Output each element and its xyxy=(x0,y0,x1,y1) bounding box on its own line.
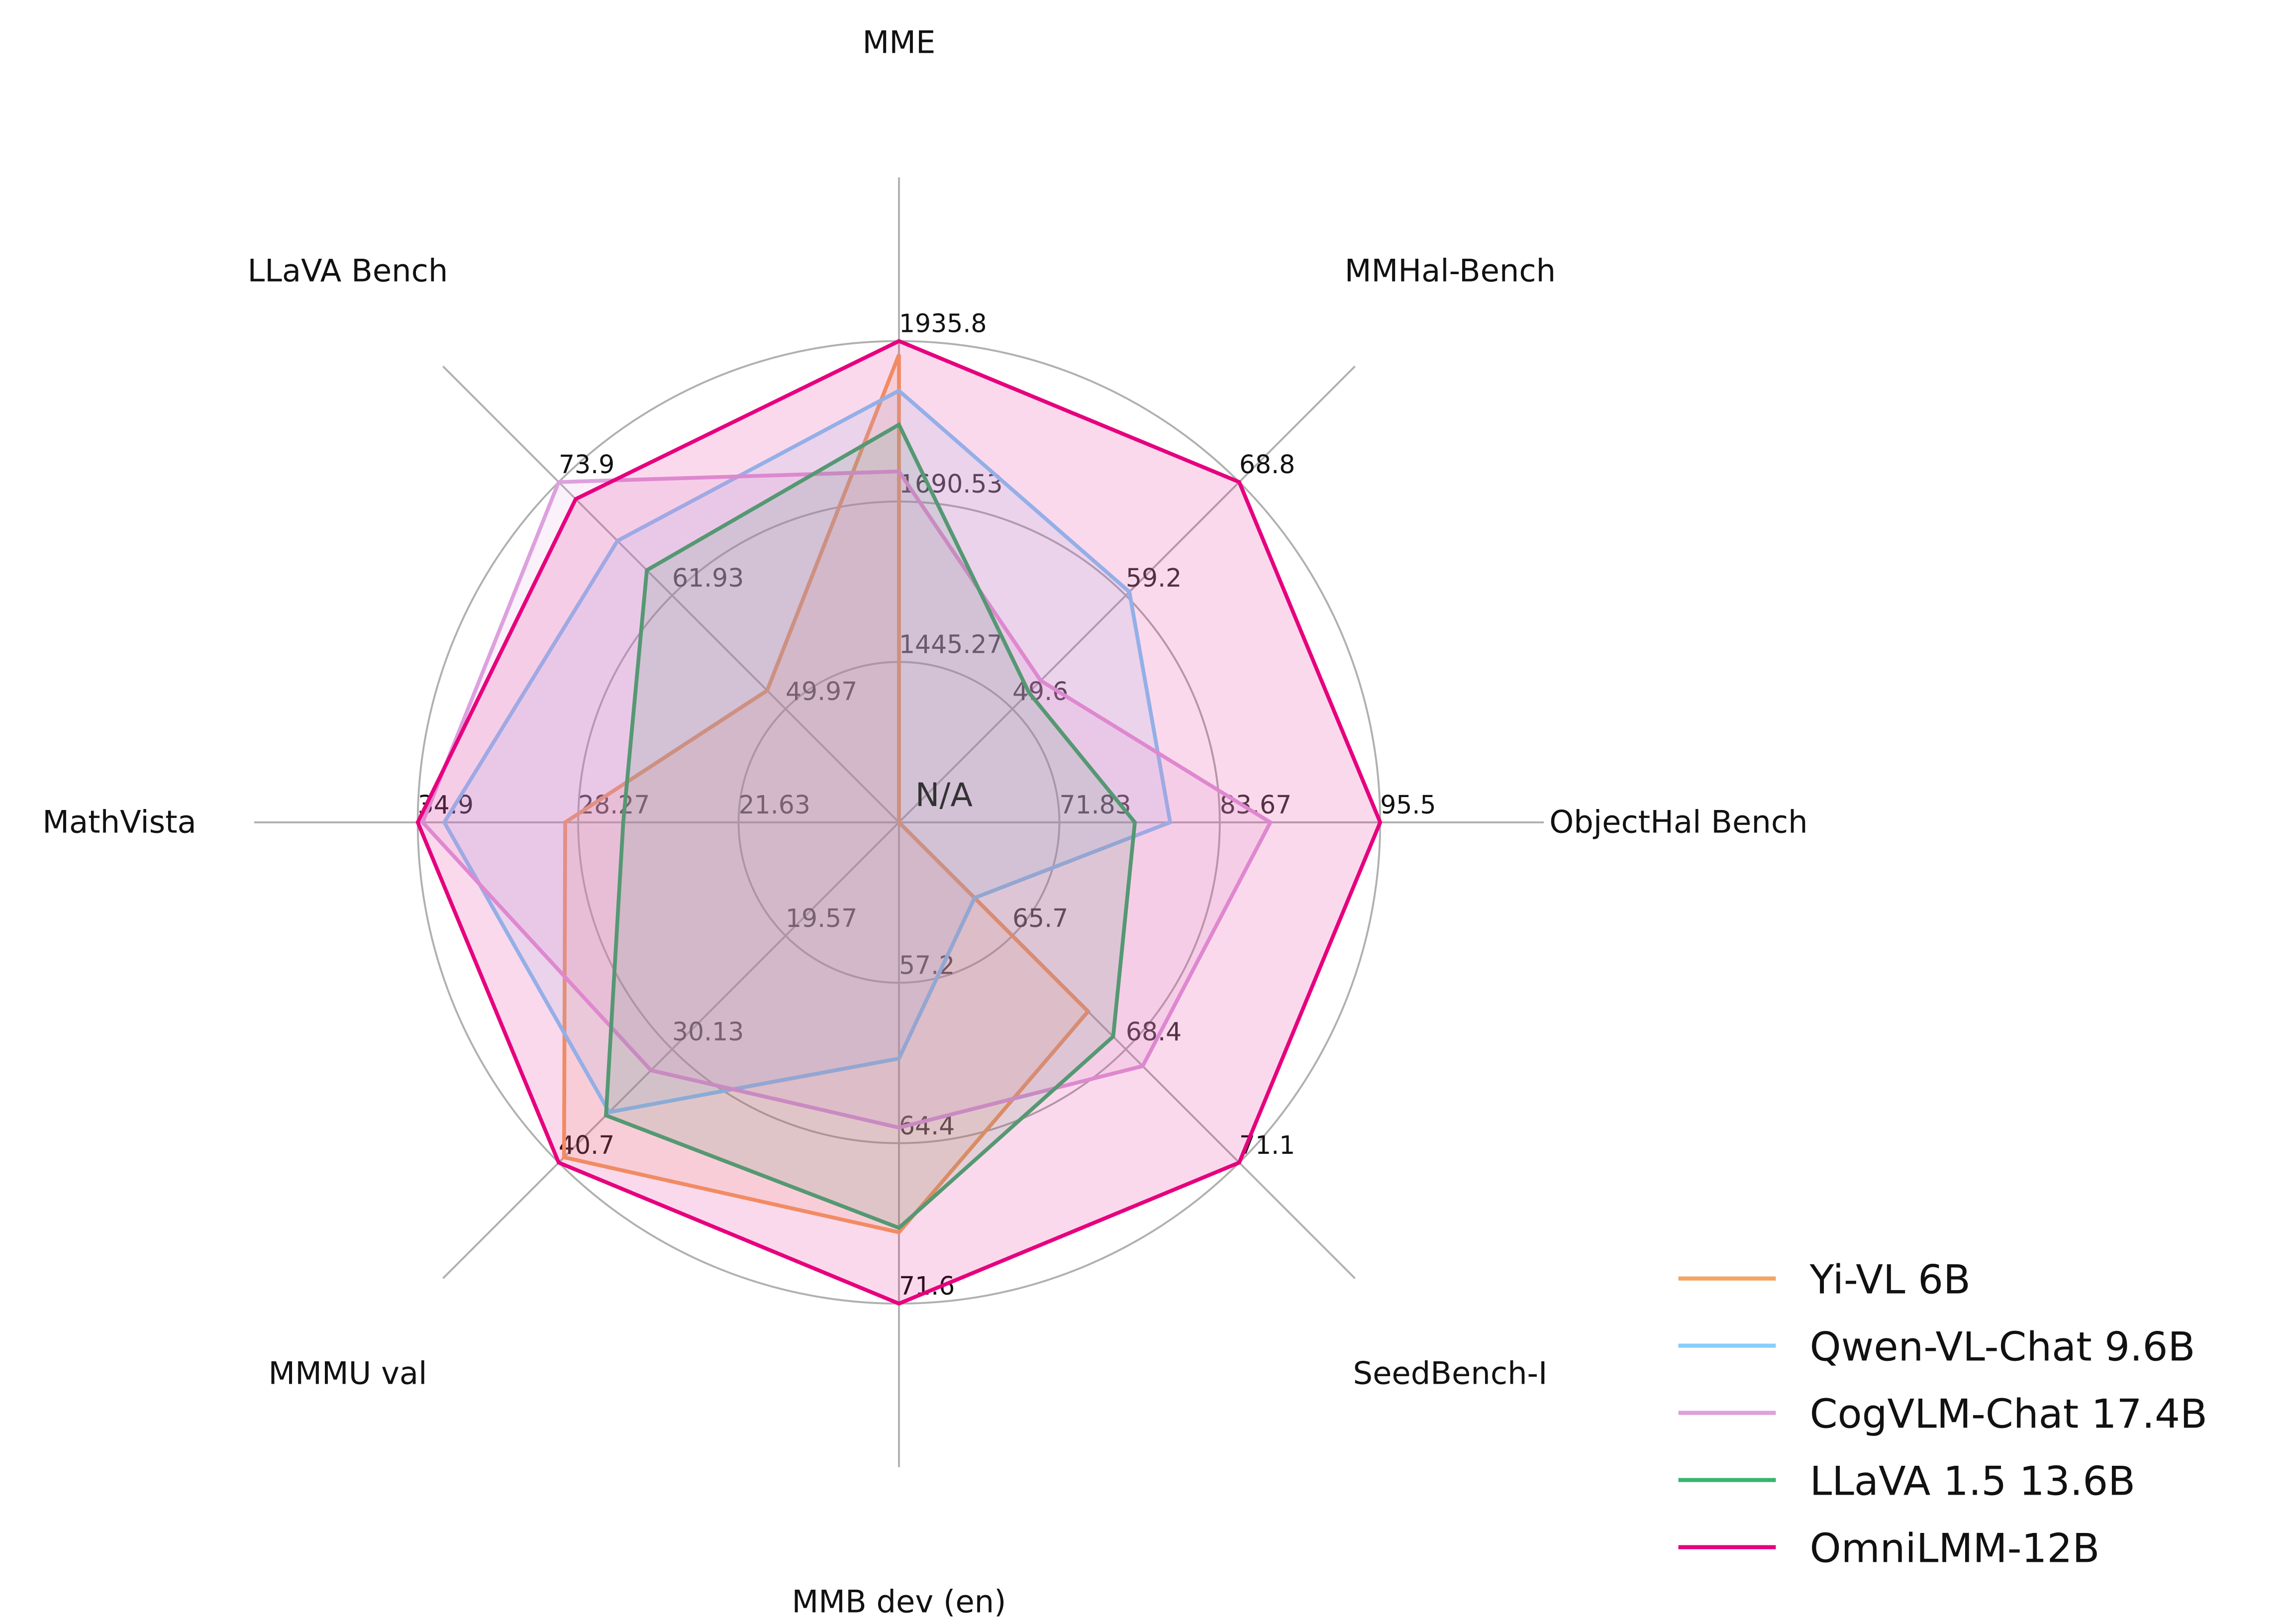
axis-spoke xyxy=(898,365,1356,823)
tick-label: 40.7 xyxy=(559,1130,614,1160)
axis-label: MMB dev (en) xyxy=(792,1584,1006,1620)
axis-label: MathVista xyxy=(42,804,196,840)
series-polygon xyxy=(415,339,1383,1306)
tick-label: 95.5 xyxy=(1380,790,1436,819)
tick-label: 61.93 xyxy=(672,563,744,593)
legend-label: Qwen-VL-Chat 9.6B xyxy=(1810,1323,2195,1370)
legend-label: CogVLM-Chat 17.4B xyxy=(1810,1391,2207,1437)
legend: Yi-VL 6B Qwen-VL-Chat 9.6B CogVLM-Chat 17.… xyxy=(1678,1256,2207,1571)
series-polygons xyxy=(415,339,1383,1306)
legend-label: OmniLMM-12B xyxy=(1810,1525,2100,1571)
axis-spoke xyxy=(442,821,900,1279)
center-label: N/A xyxy=(915,776,973,814)
tick-label: 21.63 xyxy=(739,790,810,819)
tick-label: 49.97 xyxy=(786,677,857,706)
axis-label: SeedBench-I xyxy=(1353,1355,1548,1392)
axis-label: MMHal-Bench xyxy=(1345,253,1556,289)
axis-label: MMMU val xyxy=(268,1355,427,1392)
series-polygon xyxy=(603,422,1137,1230)
tick-label: 65.7 xyxy=(1012,904,1068,933)
series-polygon xyxy=(442,388,1173,1115)
tick-label: 1445.27 xyxy=(899,630,1003,659)
axis-spoke xyxy=(442,365,900,823)
tick-label: 19.57 xyxy=(786,904,857,933)
tick-label: 30.13 xyxy=(672,1017,744,1046)
axis-labels: MME MMHal-Bench ObjectHal Bench SeedBench-I… xyxy=(42,24,1807,1620)
series-polygon xyxy=(420,469,1273,1130)
tick-label: 59.2 xyxy=(1126,563,1182,593)
axis-label: LLaVA Bench xyxy=(247,253,448,289)
series-polygon xyxy=(562,354,1091,1235)
tick-label: 73.9 xyxy=(559,450,614,479)
legend-label: LLaVA 1.5 13.6B xyxy=(1810,1458,2136,1504)
tick-label: 1935.8 xyxy=(899,309,987,338)
axis-label: MME xyxy=(863,24,936,61)
tick-label: 68.8 xyxy=(1239,450,1295,479)
axis-label: ObjectHal Bench xyxy=(1549,804,1807,840)
legend-label: Yi-VL 6B xyxy=(1809,1256,1971,1303)
